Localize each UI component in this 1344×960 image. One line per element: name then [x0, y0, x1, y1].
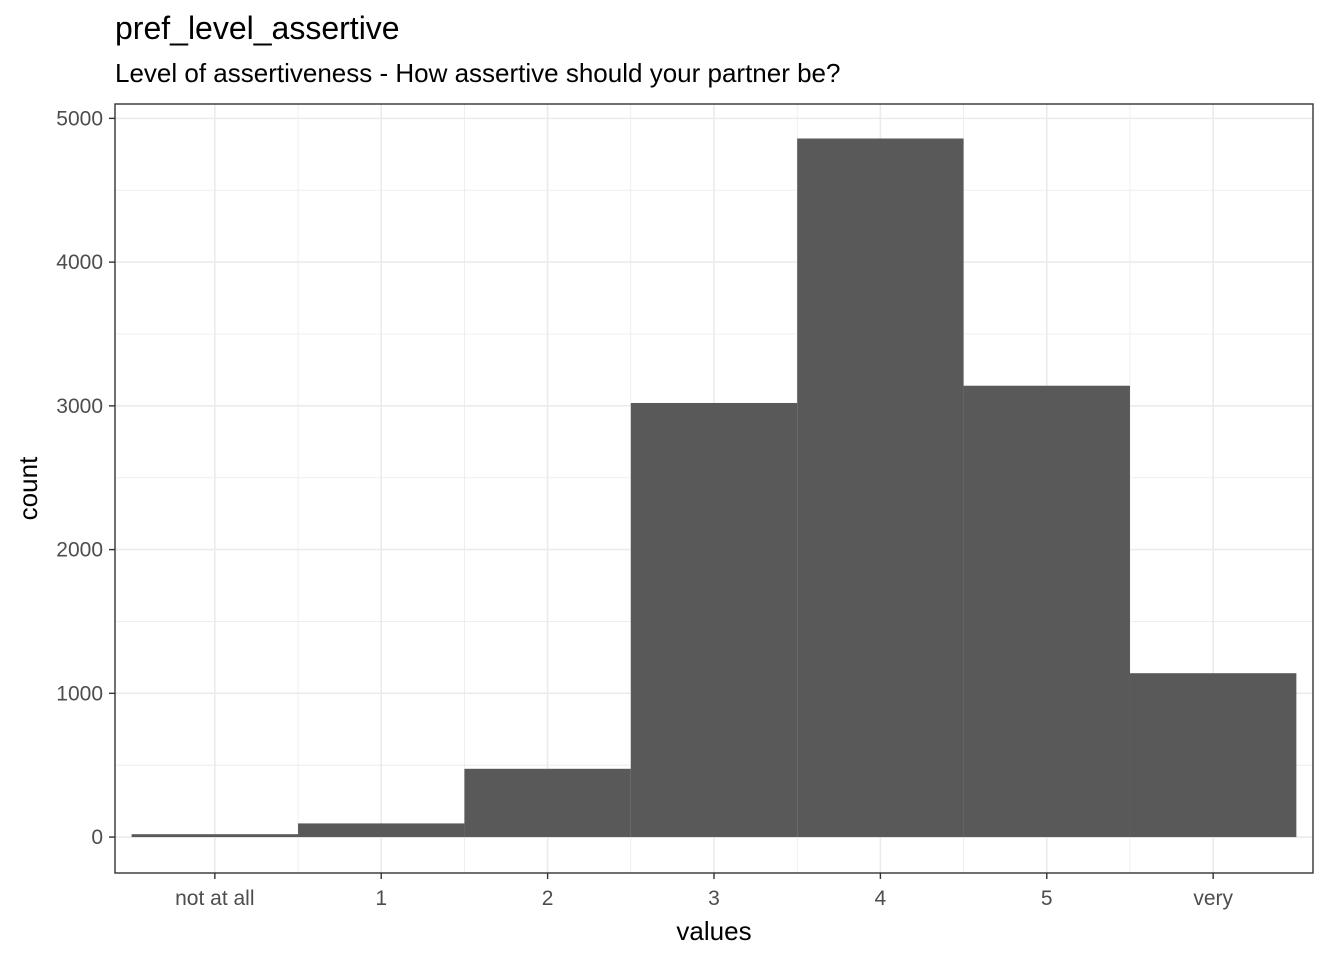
- y-tick-label: 4000: [56, 251, 103, 274]
- x-tick-label: not at all: [175, 887, 254, 910]
- x-tick-label: 1: [375, 887, 387, 910]
- y-tick-label: 3000: [56, 395, 103, 418]
- bar-4: [797, 138, 964, 838]
- bar-2: [464, 768, 631, 838]
- chart-title: pref_level_assertive: [115, 10, 400, 46]
- bar-5: [963, 385, 1130, 838]
- bar-not-at-all: [131, 834, 299, 838]
- x-axis: not at all 1 2 3 4 5 very: [175, 873, 1233, 910]
- x-tick-label: 4: [875, 887, 887, 910]
- x-axis-title: values: [676, 916, 751, 946]
- x-tick-label: 2: [542, 887, 554, 910]
- x-tick-label: very: [1193, 887, 1233, 910]
- bar-3: [630, 402, 798, 838]
- y-tick-label: 1000: [56, 682, 103, 705]
- y-axis-title: count: [13, 456, 43, 520]
- y-axis: 0 1000 2000 3000 4000 5000: [56, 107, 115, 849]
- y-tick-label: 2000: [56, 539, 103, 562]
- bars: [131, 138, 1297, 838]
- chart-subtitle: Level of assertiveness - How assertive s…: [115, 58, 841, 88]
- x-tick-label: 5: [1041, 887, 1053, 910]
- y-tick-label: 0: [91, 826, 103, 849]
- x-tick-label: 3: [708, 887, 720, 910]
- bar-very: [1129, 673, 1297, 838]
- y-tick-label: 5000: [56, 107, 103, 130]
- bar-1: [298, 823, 465, 838]
